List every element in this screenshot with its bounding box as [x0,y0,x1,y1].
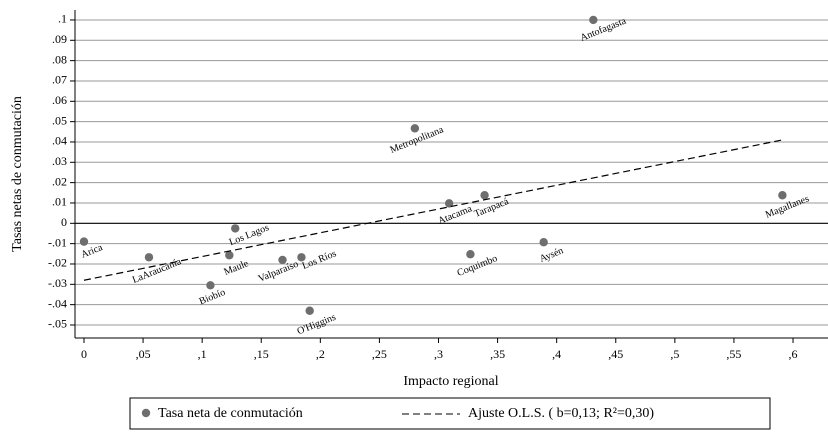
x-tick-label: ,6 [789,347,798,361]
point [480,191,489,200]
point [278,255,287,265]
legend-label: Tasa neta de conmutación [158,406,303,421]
x-tick-label: ,55 [726,347,741,361]
y-tick-label: 0 [61,215,67,229]
y-tick-label: .02 [52,174,67,188]
y-tick-label: .1 [58,12,67,26]
x-tick-label: ,1 [198,347,207,361]
y-tick-label: -.01 [48,235,67,249]
point-label: Magallanes [764,193,811,221]
x-tick-label: ,35 [490,347,505,361]
fit-line [83,139,783,281]
point-label: LaAraucanía [131,256,184,286]
y-tick-label: -.05 [48,317,67,331]
legend-label: Ajuste O.L.S. ( b=0,13; R²=0,30) [468,406,654,421]
y-tick-label: .04 [52,134,67,148]
y-tick-label: -.04 [48,296,67,310]
y-axis-title: Tasas netas de conmutación [10,96,25,252]
point [410,124,420,133]
x-tick-label: ,4 [552,347,561,361]
y-tick-label: .07 [52,73,67,87]
point [231,224,240,233]
y-tick-label: -.02 [48,256,67,270]
point [297,253,306,262]
y-tick-label: .06 [52,93,67,107]
point-label: O'Higgins [296,312,338,337]
y-tick-label: .09 [52,32,67,46]
x-tick-label: ,15 [254,347,269,361]
point-label: Valparaíso [257,259,300,285]
point-label: Coquimbo [456,253,499,279]
point-label: Tarapacá [473,196,511,220]
point [589,15,598,25]
legend-marker [141,408,151,418]
y-tick-label: -.03 [48,276,67,290]
point [225,251,234,260]
x-tick-label: 0 [81,347,87,361]
x-tick-label: ,05 [136,347,151,361]
y-tick-label: .05 [52,113,67,127]
point [444,199,454,208]
x-tick-label: ,2 [316,347,325,361]
legend-box [129,397,771,430]
point-label: Los Ríos [301,248,338,272]
point-label: Aysén [538,245,565,264]
x-tick-label: ,3 [434,347,443,361]
x-axis-title: Impacto regional [403,374,498,389]
x-tick-label: ,5 [670,347,679,361]
point [206,281,215,290]
point [539,238,548,247]
x-tick-label: ,25 [372,347,387,361]
point-label: Maule [222,258,250,278]
point [144,253,154,262]
point [466,250,475,259]
x-tick-label: ,45 [608,347,623,361]
point [305,306,314,315]
y-tick-label: .03 [52,154,67,168]
y-tick-label: .08 [52,52,67,66]
point [79,237,89,246]
y-tick-label: .01 [52,195,67,209]
point [778,191,787,200]
